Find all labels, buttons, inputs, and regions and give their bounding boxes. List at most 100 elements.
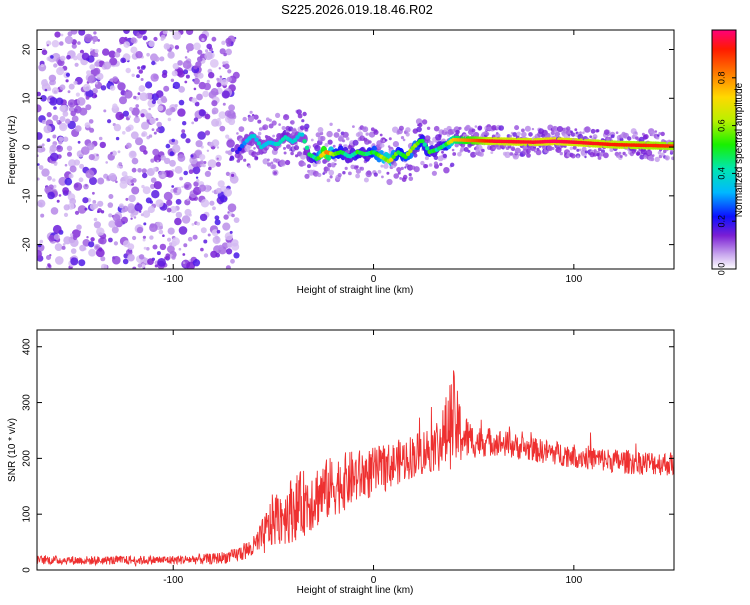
ridge-halo <box>556 126 564 133</box>
noise-blob <box>191 223 195 226</box>
noise-blob <box>86 236 89 239</box>
ridge-halo <box>408 173 412 177</box>
noise-blob <box>224 63 230 70</box>
noise-blob <box>89 177 97 185</box>
ridge-halo <box>399 177 402 180</box>
spectrogram-frame <box>36 29 675 270</box>
noise-blob <box>37 104 42 113</box>
noise-blob <box>167 245 175 254</box>
noise-blob <box>77 140 81 144</box>
colorbar-tick-label: 0.0 <box>716 263 726 276</box>
noise-blob <box>223 52 227 57</box>
ridge-halo <box>416 126 422 133</box>
noise-blob <box>67 90 71 94</box>
ridge-halo <box>596 153 600 157</box>
ridge-halo <box>348 171 352 176</box>
noise-blob <box>193 87 197 91</box>
noise-blob <box>181 129 186 134</box>
noise-blob <box>73 159 80 166</box>
ridge-halo <box>552 125 558 132</box>
ridge-halo <box>429 141 434 146</box>
ridge-halo <box>267 158 270 162</box>
noise-blob <box>154 264 158 268</box>
noise-blob <box>44 79 47 82</box>
noise-blob <box>200 247 204 252</box>
noise-blob <box>151 190 160 199</box>
noise-blob <box>142 35 148 41</box>
noise-blob <box>108 237 113 243</box>
noise-blob <box>147 205 155 214</box>
noise-blob <box>37 163 40 166</box>
ridge-halo <box>471 128 476 133</box>
ridge-halo <box>576 155 580 159</box>
colorbar-gradient <box>711 29 737 270</box>
ridge-halo <box>433 161 438 166</box>
noise-blob <box>89 127 95 133</box>
noise-blob <box>216 157 219 160</box>
ridge-halo <box>243 158 247 162</box>
noise-blob <box>117 81 121 84</box>
noise-blob <box>84 207 88 211</box>
ridge-halo <box>386 178 393 186</box>
noise-blob <box>149 235 154 240</box>
noise-blob <box>138 254 145 260</box>
ridge-halo <box>639 154 645 160</box>
noise-blob <box>46 255 51 260</box>
noise-blob <box>167 237 172 242</box>
noise-blob <box>67 99 76 108</box>
ridge-halo <box>572 145 577 150</box>
noise-blob <box>135 137 143 146</box>
noise-blob <box>97 210 100 213</box>
ridge-halo <box>442 153 447 159</box>
noise-blob <box>96 72 104 80</box>
noise-blob <box>150 158 155 163</box>
ridge-halo <box>555 147 562 153</box>
noise-blob <box>172 144 181 153</box>
ridge-halo <box>388 137 392 141</box>
noise-blob <box>140 113 145 118</box>
noise-blob <box>94 61 100 67</box>
ridge-halo <box>363 177 369 183</box>
ridge-core <box>422 142 427 147</box>
noise-blob <box>201 38 205 42</box>
noise-blob <box>125 197 129 201</box>
noise-blob <box>167 117 172 122</box>
noise-blob <box>122 131 126 135</box>
noise-blob <box>37 91 41 97</box>
ridge-halo <box>273 171 277 175</box>
ridge-halo <box>329 175 333 179</box>
noise-blob <box>192 259 201 267</box>
ridge-halo <box>581 146 587 152</box>
noise-blob <box>60 104 69 113</box>
noise-blob <box>182 253 186 256</box>
noise-blob <box>219 75 222 78</box>
noise-blob <box>74 62 79 67</box>
ridge-core <box>251 133 257 139</box>
noise-blob <box>204 113 211 120</box>
spectrogram-y-tick-label: 20 <box>22 44 33 56</box>
noise-blob <box>94 48 99 54</box>
noise-blob <box>93 221 101 229</box>
noise-blob <box>216 82 222 88</box>
noise-blob <box>115 136 120 141</box>
noise-blob <box>118 162 123 167</box>
noise-blob <box>70 248 77 254</box>
colorbar-tick-label: 0.6 <box>716 119 726 132</box>
ridge-halo <box>452 152 457 156</box>
noise-blob <box>203 253 209 258</box>
noise-blob <box>71 115 79 123</box>
noise-blob <box>62 243 66 246</box>
noise-blob <box>145 112 152 120</box>
ridge-halo <box>293 145 300 151</box>
ridge-halo <box>290 151 294 156</box>
noise-blob <box>91 35 99 43</box>
ridge-core <box>405 151 411 157</box>
colorbar-tick-label: 0.4 <box>716 167 726 180</box>
noise-blob <box>48 97 58 106</box>
ridge-halo <box>618 151 622 155</box>
noise-blob <box>221 90 230 99</box>
noise-blob <box>199 160 204 165</box>
ridge-halo <box>242 116 247 122</box>
ridge-halo <box>481 148 485 153</box>
ridge-halo <box>574 128 578 132</box>
